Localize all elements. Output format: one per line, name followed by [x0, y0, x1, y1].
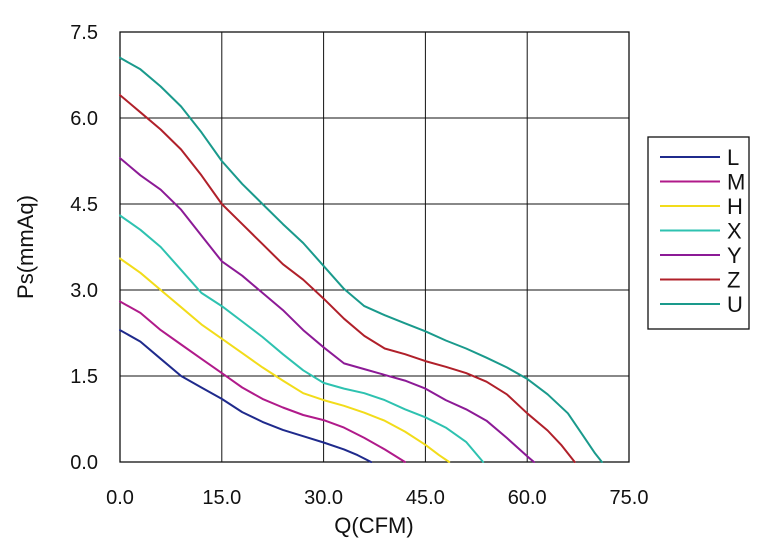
y-tick-labels: 0.0 1.5 3.0 4.5 6.0 7.5 [70, 22, 98, 474]
x-tick-label-1: 15.0 [202, 487, 241, 509]
y-tick-label-3: 4.5 [70, 194, 98, 216]
x-tick-label-0: 0.0 [106, 487, 134, 509]
x-tick-labels: 0.0 15.0 30.0 45.0 60.0 75.0 [106, 487, 648, 509]
legend-label-z: Z [727, 268, 740, 293]
series-line-u [119, 56, 603, 463]
y-tick-label-2: 3.0 [70, 280, 98, 302]
series-line-y [119, 157, 535, 463]
x-tick-label-2: 30.0 [304, 487, 343, 509]
x-tick-label-5: 75.0 [610, 487, 649, 509]
legend-label-m: M [727, 170, 745, 195]
y-tick-label-4: 6.0 [70, 108, 98, 130]
series-line-z [119, 94, 576, 463]
x-axis-title: Q(CFM) [334, 513, 413, 538]
series-lines [119, 56, 603, 463]
y-tick-label-0: 0.0 [70, 452, 98, 474]
plot-frame [119, 31, 630, 463]
x-tick-label-4: 60.0 [508, 487, 547, 509]
legend-box [647, 136, 750, 330]
legend-label-y: Y [727, 243, 742, 268]
series-line-l [119, 329, 373, 463]
legend-label-h: H [727, 194, 743, 219]
y-tick-label-5: 7.5 [70, 22, 98, 44]
y-tick-label-1: 1.5 [70, 366, 98, 388]
series-line-x [119, 214, 485, 463]
series-line-m [119, 300, 406, 463]
legend-label-l: L [727, 145, 739, 170]
y-axis-title: Ps(mmAq) [13, 195, 38, 299]
series-line-h [119, 257, 451, 463]
legend-label-x: X [727, 219, 742, 244]
legend-label-u: U [727, 292, 743, 317]
x-tick-label-3: 45.0 [406, 487, 445, 509]
